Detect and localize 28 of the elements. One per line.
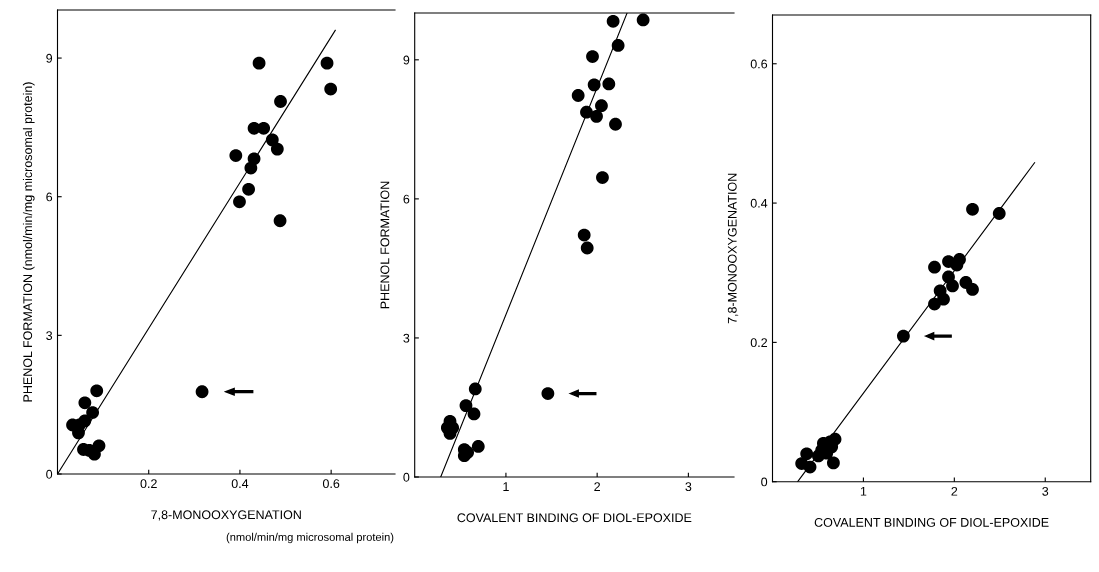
x-tick-label: 1 — [860, 487, 867, 496]
y-tick-label: 0 — [46, 469, 53, 479]
x-tick-label: 3 — [1042, 486, 1049, 496]
x-tick-label: 3 — [685, 482, 692, 492]
x-axis-title: COVALENT BINDING OF DIOL-EPOXIDE — [457, 513, 692, 523]
x-tick-label: 0.6 — [322, 479, 340, 489]
y-tick-label: 0.2 — [750, 338, 768, 348]
x-tick-label: 0.4 — [231, 479, 249, 489]
y-tick-label: 0.4 — [750, 198, 768, 208]
y-tick-label: 3 — [46, 331, 53, 341]
x-tick-label: 0.2 — [140, 479, 157, 489]
y-axis-title: PHENOL FORMATION — [380, 181, 390, 309]
y-axis-title: PHENOL FORMATION (nmol/min/mg microsomal protein) — [22, 82, 35, 402]
x-tick-label: 1 — [503, 482, 509, 491]
x-tick-label: 2 — [594, 482, 601, 491]
y-tick-label: 9 — [403, 55, 410, 65]
x-axis-title: COVALENT BINDING OF DIOL-EPOXIDE — [814, 517, 1049, 527]
y-tick-label: 6 — [403, 194, 410, 204]
y-tick-label: 9 — [46, 53, 53, 63]
y-tick-label: 0 — [403, 472, 410, 482]
y-tick-label: 0 — [761, 477, 768, 487]
y-tick-label: 6 — [46, 192, 53, 202]
y-tick-label: 0.6 — [750, 59, 768, 69]
y-axis-title: 7,8-MONOOXYGENATION — [727, 173, 739, 324]
y-tick-label: 3 — [403, 333, 410, 343]
text: (nmol/min/mg microsomal protein) — [226, 532, 394, 544]
x-axis-title: 7,8-MONOOXYGENATION — [151, 510, 301, 521]
x-tick-label: 2 — [951, 486, 958, 496]
